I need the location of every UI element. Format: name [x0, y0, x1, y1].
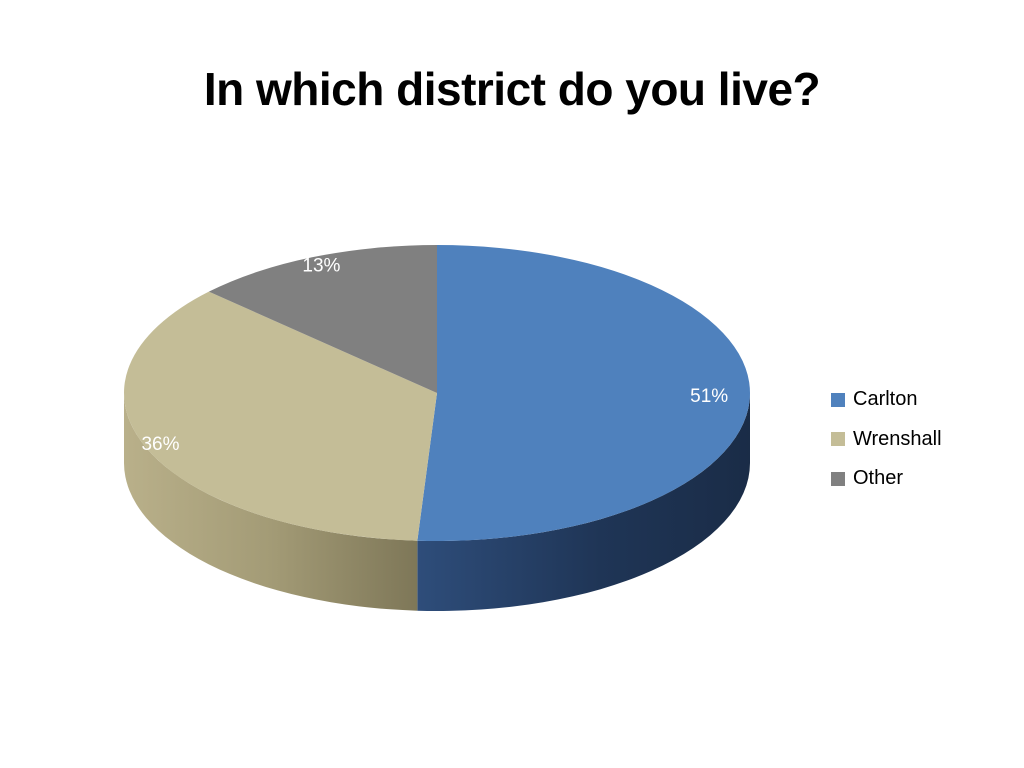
pie-side-carlton — [417, 393, 750, 611]
pie-side-wrenshall — [124, 393, 418, 611]
legend-swatch-carlton — [831, 392, 845, 407]
legend-label-wrenshall: Wrenshall — [853, 427, 942, 450]
pie-slice-carlton — [417, 245, 751, 541]
legend-entry-wrenshall: Wrenshall — [831, 420, 942, 460]
legend-label-other: Other — [853, 467, 904, 490]
legend: Carlton Wrenshall Other — [831, 380, 942, 499]
data-label-wrenshall: 36% — [141, 434, 179, 455]
legend-entry-carlton: Carlton — [831, 380, 942, 420]
data-label-carlton: 51% — [690, 386, 728, 407]
legend-swatch-wrenshall — [831, 432, 845, 447]
legend-swatch-other — [831, 471, 845, 486]
legend-entry-other: Other — [831, 459, 942, 499]
pie-tops — [124, 245, 751, 541]
pie-slice-wrenshall — [124, 291, 437, 541]
data-label-other: 13% — [302, 256, 340, 277]
pie-labels: 51% 36% 13% — [141, 256, 728, 455]
chart-title: In which district do you live? — [203, 63, 821, 115]
legend-label-carlton: Carlton — [853, 388, 918, 411]
pie-slice-other — [208, 245, 437, 393]
pie-sides — [124, 393, 750, 611]
